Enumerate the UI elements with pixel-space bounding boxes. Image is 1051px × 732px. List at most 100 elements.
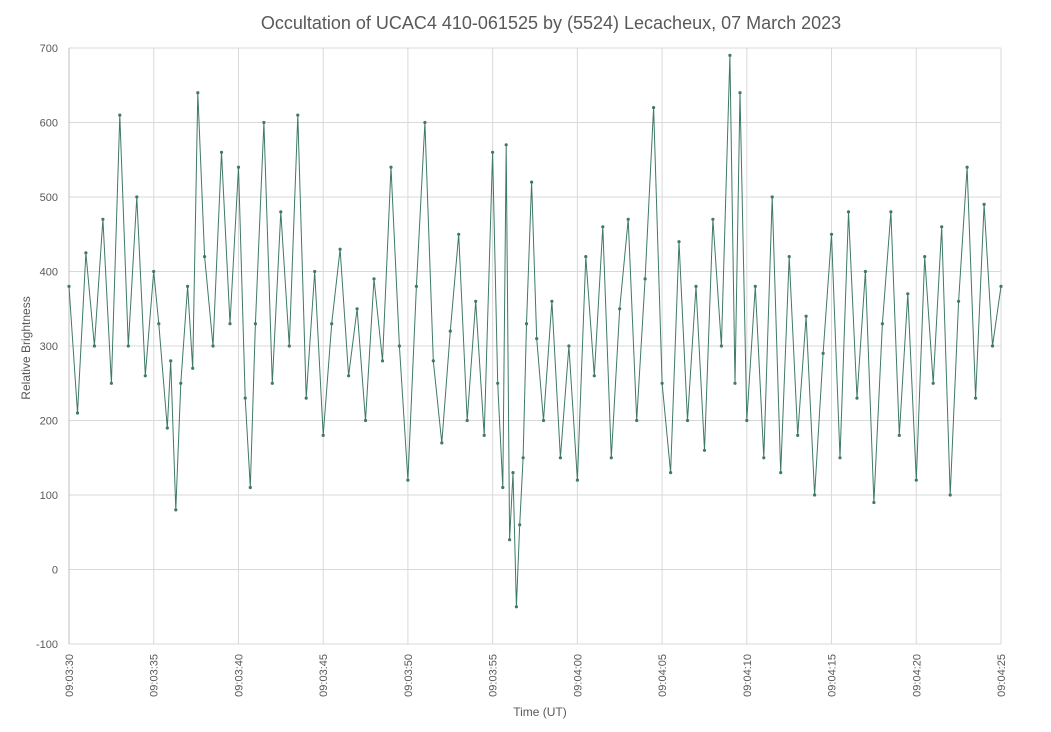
data-point (643, 277, 647, 281)
data-point (601, 225, 605, 229)
data-point (270, 381, 274, 385)
data-point (652, 106, 656, 110)
gridlines (68, 47, 1002, 645)
data-point (431, 359, 435, 363)
data-point (829, 232, 834, 236)
data-point (838, 456, 842, 460)
data-point (389, 165, 393, 169)
data-point (501, 485, 505, 490)
data-point (530, 180, 534, 184)
data-point (313, 269, 317, 274)
data-point (753, 284, 757, 288)
data-point (957, 299, 961, 303)
data-point (999, 284, 1003, 288)
y-tick-label: 0 (52, 565, 58, 577)
data-point (575, 478, 580, 482)
data-point (196, 91, 200, 95)
series-group (67, 53, 1003, 609)
data-point (109, 381, 113, 385)
data-point (990, 344, 995, 348)
data-point (363, 418, 368, 423)
data-point (179, 381, 183, 385)
x-tick-label: 09:03:40 (233, 654, 245, 697)
data-point (940, 225, 944, 229)
data-point (191, 366, 195, 370)
data-point (457, 232, 461, 236)
data-point (304, 396, 308, 400)
data-point (524, 322, 529, 326)
data-point (821, 351, 825, 355)
data-point (550, 299, 554, 303)
data-point (889, 210, 893, 214)
data-point (702, 448, 707, 452)
data-point (243, 396, 247, 400)
x-tick-label: 09:03:55 (488, 654, 500, 697)
data-point (592, 374, 596, 378)
data-point (855, 396, 859, 400)
data-point (143, 374, 147, 378)
x-tick-label: 09:04:05 (657, 654, 669, 697)
x-tick-label: 09:04:10 (742, 654, 754, 697)
data-point (448, 329, 452, 333)
data-point (211, 344, 215, 348)
data-point (236, 165, 241, 169)
data-point (491, 150, 495, 154)
x-tick-label: 09:03:50 (403, 654, 415, 697)
data-point (796, 433, 800, 437)
x-tick-labels: 09:03:30 09:03:35 09:03:40 09:03:45 09:03:50… (64, 654, 1008, 697)
data-point (787, 255, 791, 259)
data-point (203, 255, 207, 259)
y-tick-label: 600 (40, 118, 58, 130)
data-point (330, 322, 334, 326)
data-point (372, 277, 376, 281)
data-point (694, 284, 698, 288)
data-point (906, 292, 910, 296)
data-point (982, 202, 986, 206)
data-point (660, 381, 664, 385)
data-point (296, 113, 300, 117)
data-point (253, 322, 257, 326)
data-point (406, 478, 410, 482)
data-point (965, 165, 969, 169)
y-tick-label: -100 (36, 639, 58, 651)
data-point (321, 433, 325, 437)
x-tick-label: 09:03:35 (149, 654, 161, 697)
data-point (279, 210, 283, 214)
data-point (248, 485, 252, 490)
data-point (948, 493, 952, 497)
y-tick-label: 500 (40, 192, 58, 204)
data-point (779, 471, 783, 475)
data-point (541, 418, 546, 423)
data-point (584, 255, 588, 259)
data-point (165, 426, 169, 430)
data-point (338, 247, 342, 251)
data-point (482, 433, 486, 437)
data-point (685, 418, 690, 423)
data-point (135, 195, 139, 199)
data-point (508, 538, 512, 542)
data-point (719, 344, 724, 348)
y-tick-label: 100 (40, 490, 58, 502)
data-point (75, 411, 80, 415)
x-tick-label: 09:04:25 (996, 654, 1008, 697)
data-point (397, 344, 401, 348)
data-point (897, 433, 901, 437)
data-point (863, 269, 868, 274)
x-tick-label: 09:03:30 (64, 654, 76, 697)
data-point (609, 456, 613, 460)
x-tick-label: 09:04:00 (572, 654, 584, 697)
data-point (186, 284, 190, 288)
data-point (514, 605, 519, 609)
data-point (813, 493, 817, 497)
x-tick-label: 09:04:15 (827, 654, 839, 697)
data-point (762, 456, 766, 460)
data-point (504, 143, 508, 147)
y-tick-label: 700 (40, 43, 58, 55)
data-point (518, 523, 522, 527)
data-point (974, 396, 978, 400)
data-point (618, 307, 622, 311)
data-point (567, 344, 571, 348)
x-axis-label: Time (UT) (513, 705, 567, 719)
data-point (67, 284, 71, 288)
data-point (931, 381, 935, 385)
